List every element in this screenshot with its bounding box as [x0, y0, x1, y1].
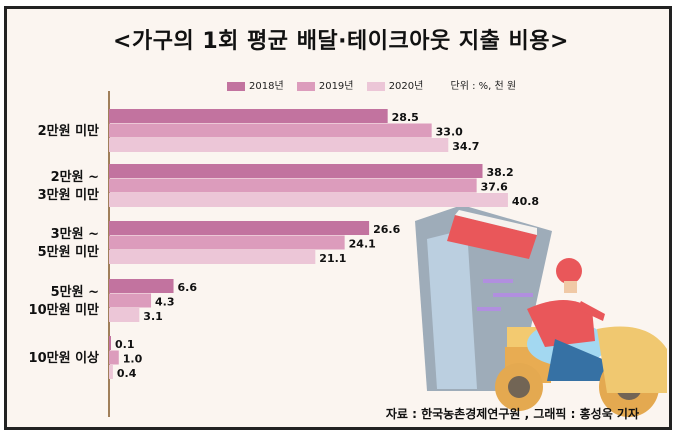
category-labels-group: 2만원 미만 2만원 ~ 3만원 미만 3만원 ~ 5만원 미만 5만원 ~ 10만원 미만…	[29, 123, 99, 366]
chart-frame: <가구의 1회 평균 배달·테이크아웃 지출 비용> 2018년 2019년 2…	[4, 6, 672, 430]
legend-label-2019: 2019년	[318, 81, 354, 92]
legend-swatch-2018	[227, 81, 245, 91]
bar-2020년-1	[109, 193, 508, 207]
category-label: 10만원 미만	[29, 302, 99, 318]
bar-2019년-0	[109, 123, 432, 138]
value-label: 1.0	[123, 353, 143, 366]
value-label: 3.1	[143, 310, 163, 323]
bar-2018년-0	[109, 109, 388, 123]
bar-2020년-2	[109, 250, 316, 264]
category-label: 5만원 ~	[51, 284, 99, 300]
bar-2019년-4	[109, 350, 119, 365]
bar-2019년-3	[109, 293, 152, 308]
delivery-scooter-illustration	[415, 205, 667, 417]
value-label: 26.6	[373, 223, 400, 236]
category-label: 3만원 ~	[51, 226, 99, 242]
bar-2018년-1	[109, 164, 483, 178]
legend-item-2019: 2019년	[296, 77, 354, 92]
bar-2020년-0	[109, 138, 449, 152]
legend-label-2018: 2018년	[249, 81, 284, 92]
value-label: 21.1	[319, 252, 346, 265]
unit-label: 단위 : %, 천 원	[450, 81, 517, 92]
category-label: 2만원 미만	[38, 123, 99, 139]
category-label: 5만원 미만	[38, 244, 99, 260]
bar-2019년-2	[109, 235, 345, 250]
category-label: 10만원 이상	[29, 350, 99, 366]
value-label: 0.4	[117, 367, 137, 380]
value-label: 4.3	[155, 296, 175, 309]
value-label: 24.1	[349, 238, 376, 251]
chart-title: <가구의 1회 평균 배달·테이크아웃 지출 비용>	[113, 29, 569, 54]
value-label: 38.2	[487, 166, 514, 179]
bars-group: 28.5 33.034.7 38.2 37.6 40.8 26.6 24.121.1 6.64…	[109, 109, 539, 380]
source-credit: 자료 : 한국농촌경제연구원 , 그래픽 : 홍성욱 기자	[385, 407, 639, 421]
value-label: 6.6	[178, 281, 198, 294]
legend-item-2020: 2020년	[366, 77, 424, 92]
legend-item-2018: 2018년	[227, 77, 284, 92]
bar-chart: 28.5 33.034.7 38.2 37.6 40.8 26.6 24.121.1 6.64…	[29, 91, 667, 417]
bar-2018년-3	[109, 279, 174, 293]
category-label: 3만원 미만	[38, 187, 99, 203]
legend-swatch-2019	[296, 81, 315, 91]
value-label: 34.7	[452, 140, 479, 153]
value-label: 0.1	[115, 338, 135, 351]
legend: 2018년 2019년 2020년 단위 : %, 천 원	[227, 77, 516, 92]
value-label: 28.5	[392, 111, 419, 124]
category-label: 2만원 ~	[51, 169, 99, 185]
value-label: 40.8	[512, 195, 539, 208]
bar-2020년-3	[109, 308, 140, 322]
bar-2018년-4	[109, 336, 111, 350]
value-label: 37.6	[481, 181, 508, 194]
legend-swatch-2020	[366, 81, 385, 91]
bar-2020년-4	[109, 365, 113, 379]
legend-label-2020: 2020년	[388, 81, 424, 92]
bar-2019년-1	[109, 178, 477, 193]
value-label: 33.0	[436, 126, 463, 139]
bar-2018년-2	[109, 221, 370, 235]
